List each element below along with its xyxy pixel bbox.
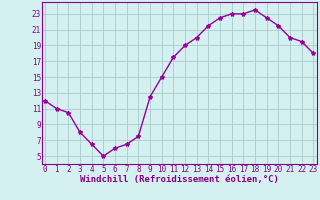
- X-axis label: Windchill (Refroidissement éolien,°C): Windchill (Refroidissement éolien,°C): [80, 175, 279, 184]
